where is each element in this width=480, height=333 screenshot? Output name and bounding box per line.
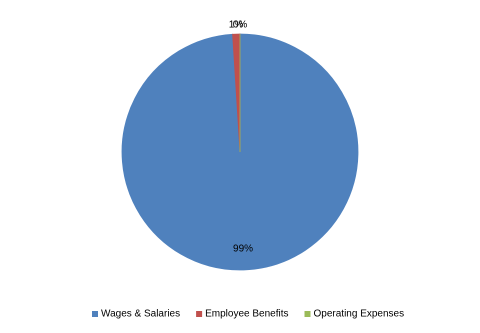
data-label: 99% (233, 243, 253, 254)
data-label: 1% (229, 20, 244, 31)
legend-label: Operating Expenses (314, 309, 405, 320)
legend-label: Employee Benefits (205, 309, 288, 320)
legend-swatch (92, 311, 98, 317)
legend-swatch (304, 311, 311, 317)
legend-swatch (196, 311, 203, 317)
legend-label: Wages & Salaries (101, 309, 180, 320)
data-label: 0% (233, 20, 248, 31)
